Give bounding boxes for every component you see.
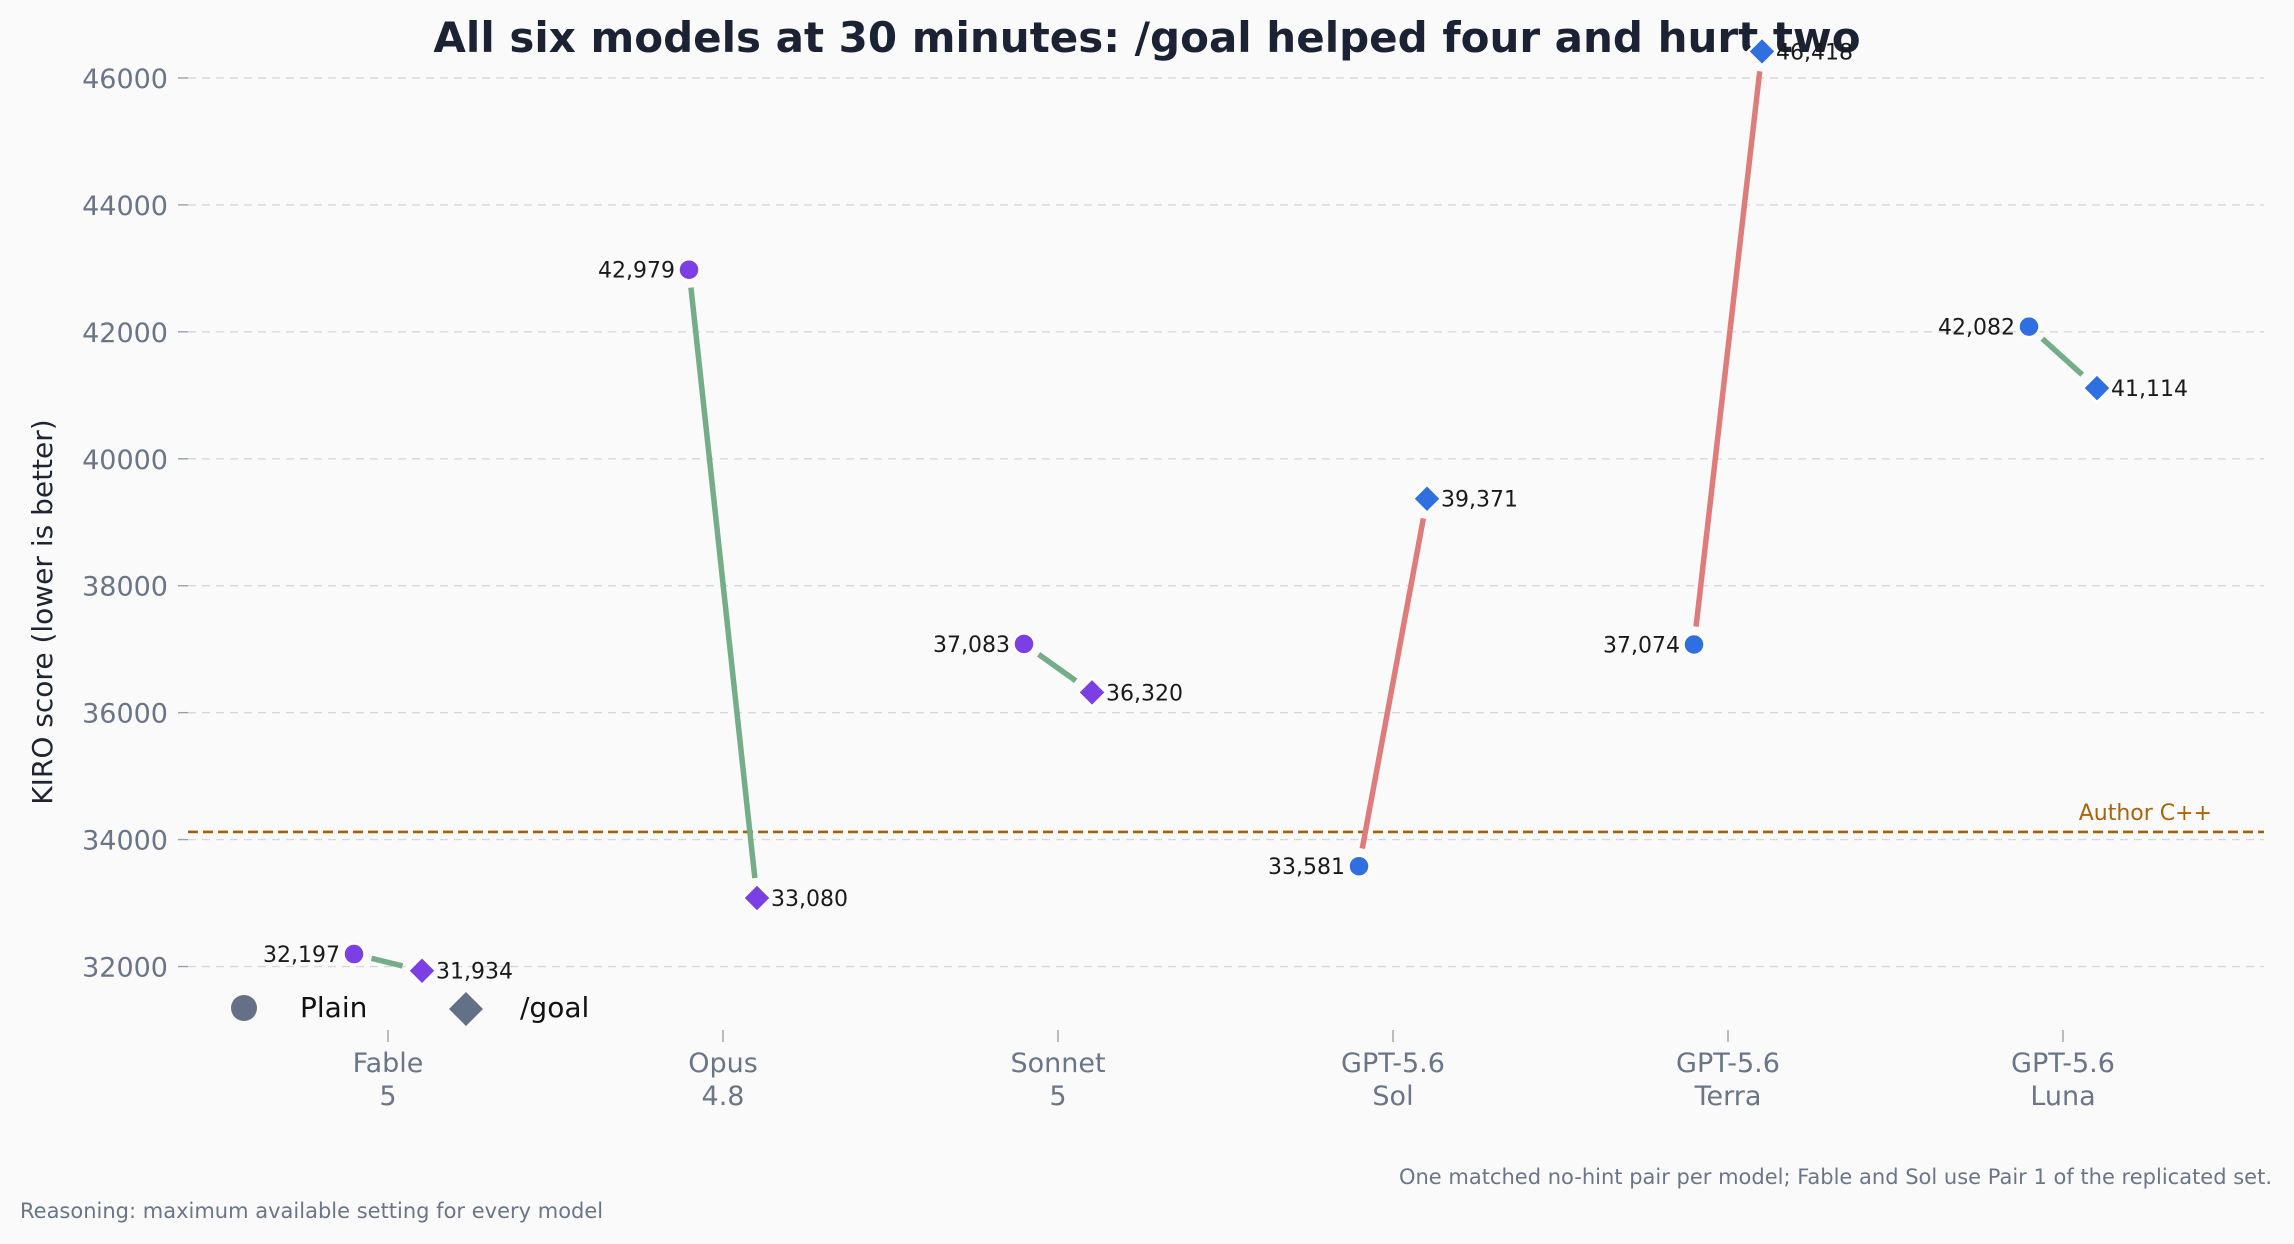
- goal-value-label: 33,080: [771, 887, 848, 912]
- goal-point: [2081, 372, 2113, 404]
- reference-line-label: Author C++: [2079, 801, 2212, 826]
- goal-value-label: 41,114: [2111, 377, 2188, 402]
- goal-point: [1411, 482, 1443, 515]
- plain-point: [677, 257, 701, 282]
- y-tick-label: 40000: [82, 445, 168, 476]
- plain-point: [2017, 314, 2041, 339]
- plain-value-label: 37,074: [1603, 633, 1680, 658]
- chart-title: All six models at 30 minutes: /goal help…: [433, 13, 1860, 62]
- pair-connector: [1693, 71, 1763, 627]
- footnote-left: Reasoning: maximum available setting for…: [20, 1199, 603, 1223]
- x-tick-label-line2: Luna: [2030, 1081, 2095, 1112]
- goal-value-label: 36,320: [1106, 681, 1183, 706]
- y-tick-label: 36000: [82, 699, 168, 730]
- footnote-right: One matched no-hint pair per model; Fabl…: [1399, 1165, 2272, 1189]
- grid-lines: [188, 77, 2264, 968]
- pair-connector: [370, 955, 404, 969]
- pair-connector: [688, 287, 758, 879]
- plain-point: [1347, 854, 1371, 878]
- legend-goal-label: /goal: [520, 991, 589, 1024]
- legend: Plain/goal: [231, 991, 589, 1026]
- x-tick-label-line1: GPT-5.6: [2011, 1048, 2115, 1079]
- x-tick-label-line2: 4.8: [702, 1081, 745, 1112]
- pair-connector: [2040, 336, 2085, 377]
- x-tick-label-line2: Sol: [1372, 1081, 1413, 1112]
- y-tick-label: 42000: [82, 318, 168, 349]
- plain-value-label: 33,581: [1268, 855, 1345, 880]
- pair-connector: [1037, 652, 1078, 683]
- y-tick-label: 44000: [82, 191, 168, 222]
- legend-plain-label: Plain: [300, 991, 367, 1024]
- goal-point: [406, 954, 438, 987]
- x-tick-label-line2: 5: [379, 1081, 396, 1112]
- plain-point: [1012, 632, 1036, 656]
- y-axis-label: KIRO score (lower is better): [26, 419, 59, 804]
- goal-point: [1746, 35, 1778, 68]
- x-tick-label-line2: Terra: [1694, 1081, 1762, 1112]
- reference-line: Author C++: [188, 801, 2264, 834]
- plain-value-label: 42,979: [598, 259, 675, 284]
- x-tick-label-line1: Opus: [688, 1048, 758, 1079]
- y-tick-label: 38000: [82, 572, 168, 603]
- legend-plain-marker: [231, 995, 257, 1021]
- pair-connectors: [370, 71, 2085, 969]
- data-labels: 32,197 31,934 42,979 33,080 37,083 36,320 33,5…: [263, 40, 2188, 984]
- plain-value-label: 42,082: [1938, 316, 2015, 341]
- y-tick-label: 46000: [82, 64, 168, 95]
- y-tick-label: 32000: [82, 953, 168, 984]
- x-tick-label-line1: GPT-5.6: [1341, 1048, 1445, 1079]
- legend-goal-marker: [449, 992, 483, 1026]
- goal-value-label: 46,418: [1776, 40, 1853, 65]
- goal-value-label: 39,371: [1441, 488, 1518, 513]
- x-tick-label-line1: Fable: [353, 1048, 424, 1079]
- y-tick-label: 34000: [82, 826, 168, 857]
- goal-value-label: 31,934: [436, 960, 513, 985]
- goal-point: [741, 882, 773, 914]
- x-tick-label-line1: GPT-5.6: [1676, 1048, 1780, 1079]
- x-tick-label-line2: 5: [1049, 1081, 1066, 1112]
- plain-value-label: 32,197: [263, 943, 340, 968]
- data-points: [342, 35, 2113, 987]
- y-axis-ticks: 32000 34000 36000 38000 40000 42000 44000 46000: [82, 64, 188, 984]
- goal-point: [1076, 676, 1108, 709]
- x-tick-label-line1: Sonnet: [1010, 1048, 1105, 1079]
- pair-connector: [1359, 517, 1427, 849]
- plain-point: [342, 942, 366, 966]
- x-axis-ticks: Fable5Opus4.8Sonnet5GPT-5.6SolGPT-5.6Ter…: [353, 1030, 2115, 1112]
- plain-point: [1682, 632, 1706, 657]
- plain-value-label: 37,083: [933, 633, 1010, 658]
